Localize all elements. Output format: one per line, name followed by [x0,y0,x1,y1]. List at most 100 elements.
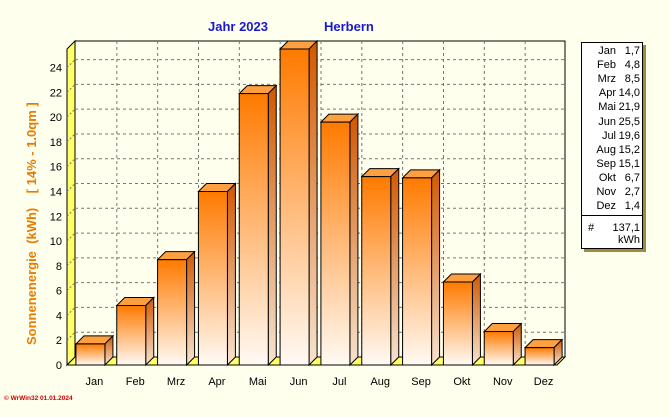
legend-month: Feb [597,59,616,72]
x-tick-label: Jul [332,376,346,388]
legend-row: Okt 6,7 [582,172,642,185]
legend-total-unit: kWh [618,234,640,246]
y-tick-label: 2 [56,335,62,347]
legend-month: Dez [596,200,616,213]
x-tick-label: Mai [249,376,267,388]
legend-month: Mai [598,101,616,114]
bar [442,281,473,366]
gridline-wall [66,108,76,118]
legend: Jan 1,7 Feb 4,8 Mrz 8,5 Apr 14,0 Mai 21,9 Jun 25,5 J… [581,42,643,249]
legend-row: Jun 25,5 [582,116,642,129]
plot-left-wall [66,39,76,367]
y-tick-label: 10 [50,236,62,248]
bar-side [349,112,359,367]
x-tick-label: Jan [86,376,104,388]
y-tick-label: 6 [56,286,62,298]
legend-value: 15,2 [618,143,640,156]
legend-total-hash: # [588,222,595,234]
legend-month: Nov [596,186,616,198]
legend-row: Apr 14,0 [582,87,642,100]
y-tick-label: 24 [50,63,62,75]
bar-side [512,322,522,367]
y-tick-label: 14 [50,187,62,199]
plot-back-wall [74,40,566,358]
bar [279,48,310,366]
gridline-wall [66,84,76,93]
y-tick-label: 20 [50,112,62,124]
bar [483,331,514,366]
legend-row: Dez 1,4 [582,200,642,213]
bar [116,305,147,366]
y-tick-label: 4 [56,310,62,322]
bar [320,121,351,366]
bar [361,176,392,366]
legend-month: Sep [596,157,616,170]
x-tick-label: Mrz [167,376,185,388]
legend-value: 14,0 [618,87,640,100]
legend-value: 19,6 [618,129,640,142]
bar [157,259,188,366]
gridline-wall [66,282,76,292]
legend-separator [582,215,642,216]
gridline-wall [66,183,76,192]
legend-value: 2,7 [624,186,640,198]
x-tick-label: Sep [411,376,431,388]
legend-month: Aug [596,143,616,156]
legend-row: Aug 15,2 [582,144,642,157]
bar [238,93,269,366]
legend-row: Mrz 8,5 [582,73,642,86]
legend-month: Mrz [597,73,616,86]
gridline-wall [66,133,76,143]
chart-title: Jahr 2023 [208,19,268,34]
bar [75,343,106,366]
bar-side [471,272,481,367]
bar-side [267,84,277,367]
bar-side [431,168,441,367]
gridline-wall [66,257,76,267]
gridline-wall [66,232,76,242]
legend-month: Jun [598,115,616,128]
legend-row: Mai 21,9 [582,101,642,114]
legend-row: Jul 19,6 [582,130,642,143]
y-tick-label: 16 [50,162,62,174]
bar-side [186,250,196,367]
gridline-wall [66,207,76,217]
bar [402,177,433,366]
legend-value: 6,7 [624,171,640,184]
legend-row: Sep 15,1 [582,158,642,171]
gridline-wall [66,59,76,68]
y-tick-label: 0 [56,360,62,372]
x-tick-label: Okt [453,376,470,388]
legend-value: 21,9 [618,101,640,114]
y-tick-label: 12 [50,211,62,223]
legend-month: Jul [601,129,616,142]
x-tick-label: Dez [534,376,554,388]
bar-side [145,296,155,367]
x-tick-label: Aug [370,376,390,388]
gridline-wall [66,307,76,316]
legend-month: Okt [598,171,616,184]
legend-value: 1,7 [624,45,640,57]
legend-row: Feb 4,8 [582,59,642,72]
legend-value: 25,5 [618,115,640,128]
legend-value: 8,5 [624,73,640,86]
x-tick-label: Apr [208,376,225,388]
legend-value: 15,1 [618,157,640,170]
y-tick-label: 18 [50,137,62,149]
legend-value: 4,8 [624,59,640,72]
bar-side [308,39,318,367]
credit-text: © WrWin32 01.01.2024 [4,394,73,402]
bar [197,191,228,366]
y-axis-label: Sonnenenergie (kWh) [ 14% - 1.0qm ] [24,102,39,345]
gridline-wall [66,331,76,341]
x-tick-label: Jun [290,376,308,388]
x-tick-label: Nov [493,376,513,388]
bar-side [226,182,236,367]
x-tick-label: Feb [126,376,145,388]
legend-total-value: 137,1 [612,222,640,234]
gridline-wall [66,158,76,168]
legend-row: Jan 1,7 [582,45,642,58]
y-tick-label: 8 [56,261,62,273]
chart-location: Herbern [324,19,374,34]
